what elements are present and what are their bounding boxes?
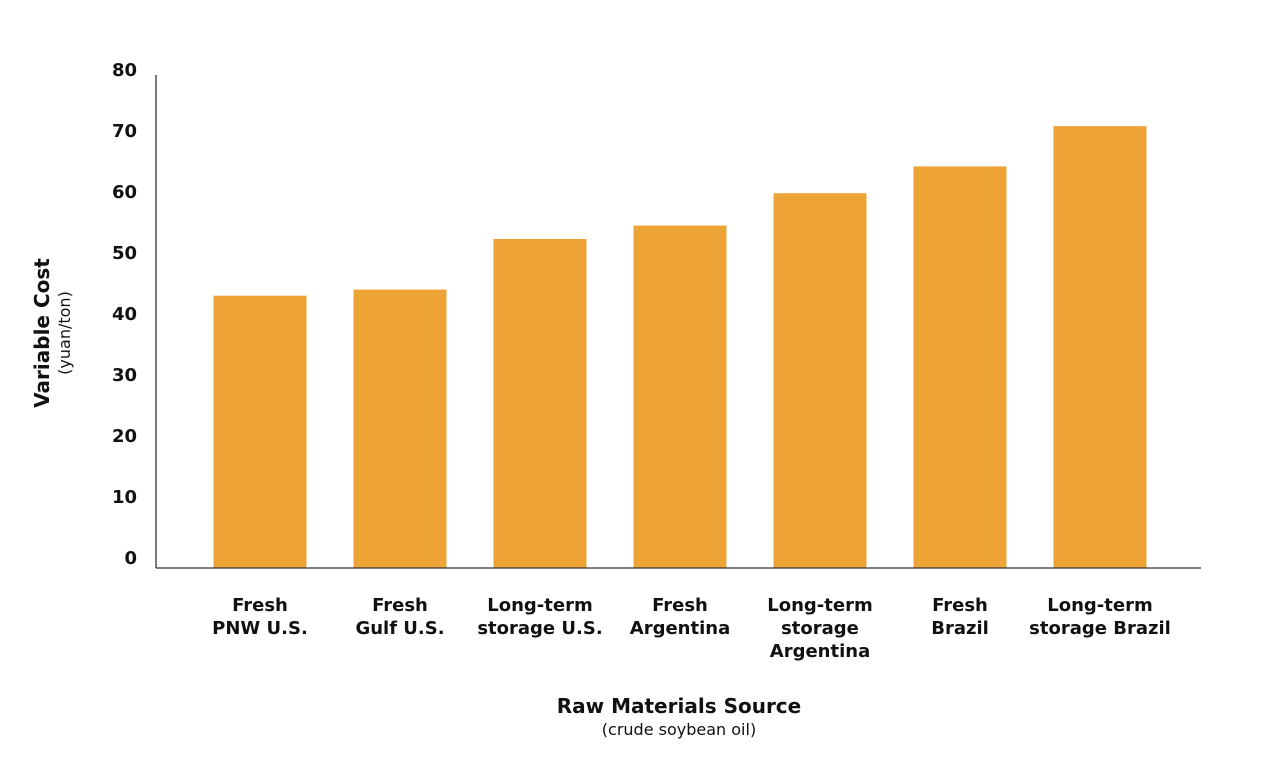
bar: [493, 238, 587, 568]
y-tick-label: 60: [112, 182, 137, 203]
y-tick-label: 30: [112, 365, 137, 386]
y-tick-label: 10: [112, 487, 137, 508]
y-axis-ticks: 0 10 20 30 40 50 60 70 80: [112, 60, 137, 569]
category-label: Long-term storage Argentina: [767, 595, 872, 662]
x-axis-subtitle: (crude soybean oil): [602, 720, 756, 739]
category-label: Long-term storage Brazil: [1029, 595, 1171, 639]
y-tick-label: 40: [112, 304, 137, 325]
y-axis-subtitle: (yuan/ton): [55, 291, 74, 375]
y-tick-label: 70: [112, 121, 137, 142]
y-axis-title: Variable Cost: [30, 258, 54, 408]
category-label: Fresh Gulf U.S.: [355, 595, 444, 639]
y-tick-label: 50: [112, 243, 137, 264]
bar: [1053, 126, 1147, 569]
bar: [913, 166, 1007, 568]
category-label: Long-term storage U.S.: [477, 595, 602, 639]
y-tick-label: 80: [112, 60, 137, 81]
bars: [213, 126, 1147, 569]
x-axis-title: Raw Materials Source: [557, 694, 801, 718]
bar: [353, 289, 447, 568]
category-label: Fresh Brazil: [931, 595, 989, 639]
bar: [633, 225, 727, 569]
bar: [773, 193, 867, 568]
bar: [213, 295, 307, 568]
category-label: Fresh Argentina: [630, 595, 730, 639]
y-tick-label: 20: [112, 426, 137, 447]
y-tick-label: 0: [124, 548, 137, 569]
category-label: Fresh PNW U.S.: [212, 595, 308, 639]
x-axis-category-labels: Fresh PNW U.S. Fresh Gulf U.S. Long-term stor…: [212, 595, 1171, 662]
